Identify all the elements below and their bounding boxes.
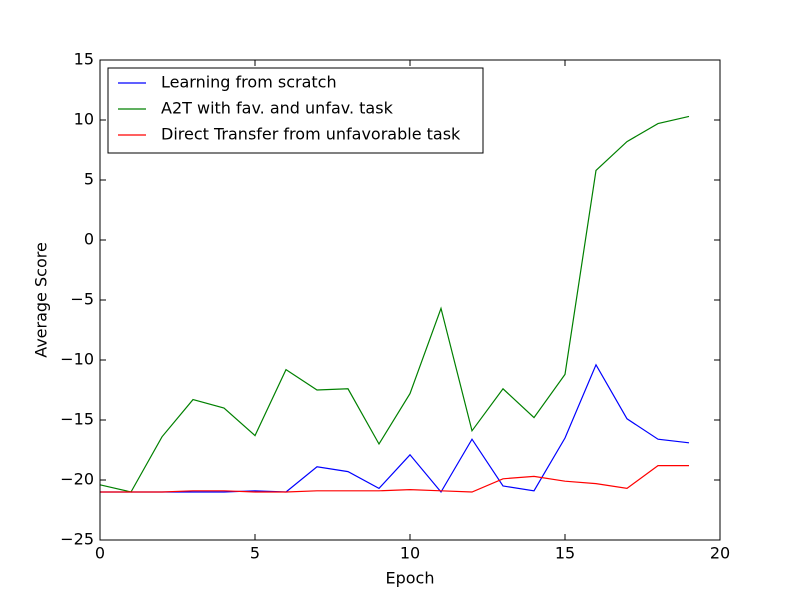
data-line [100, 465, 689, 493]
y-tick-label: −10 [60, 350, 94, 369]
y-tick-label: −25 [60, 530, 94, 549]
y-tick-label: 10 [74, 110, 94, 129]
x-axis-label: Epoch [386, 569, 435, 588]
y-tick-label: −15 [60, 410, 94, 429]
y-tick-label: 5 [84, 170, 94, 189]
y-tick-label: 15 [74, 50, 94, 69]
y-tick-label: −20 [60, 470, 94, 489]
x-tick-label: 10 [400, 544, 420, 563]
y-tick-label: 0 [84, 230, 94, 249]
x-tick-label: 20 [710, 544, 730, 563]
data-line [100, 363, 690, 494]
legend-label: A2T with fav. and unfav. task [161, 99, 394, 118]
data-line [99, 115, 690, 493]
x-tick-label: 15 [555, 544, 575, 563]
legend-box [107, 67, 484, 154]
y-tick-label: −5 [70, 290, 94, 309]
legend-label: Learning from scratch [161, 73, 337, 92]
legend-label: Direct Transfer from unfavorable task [161, 125, 461, 144]
x-tick-label: 0 [95, 544, 105, 563]
y-axis-label: Average Score [32, 242, 51, 358]
plot-frame [99, 59, 721, 541]
x-tick-label: 5 [250, 544, 260, 563]
